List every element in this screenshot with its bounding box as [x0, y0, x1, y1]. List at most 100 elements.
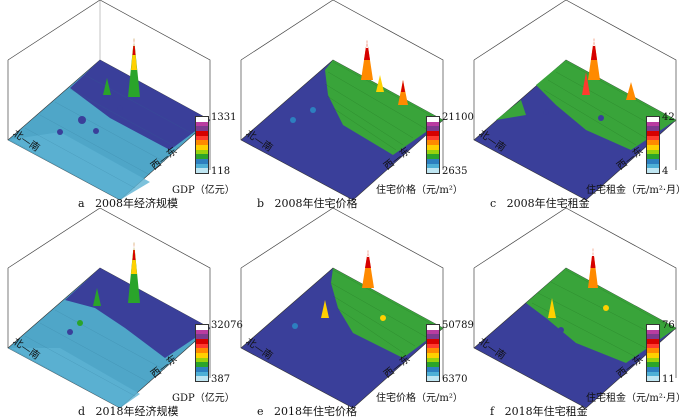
panel-b: 北—南 西—东 21100 2635 住宅价格（元/m²） b 2008年住宅价…	[233, 0, 474, 210]
colorbar-segment	[196, 329, 208, 335]
colorbar	[195, 324, 209, 382]
colorbar-segment	[196, 130, 208, 136]
colorbar-unit: 住宅租金（元/m²·月）	[586, 185, 687, 196]
colorbar-min: 118	[211, 166, 231, 177]
colorbar-segment	[427, 140, 439, 145]
colorbar-segment	[647, 338, 659, 344]
colorbar-segment	[196, 343, 208, 349]
panel-caption: b 2008年住宅价格	[257, 197, 358, 210]
colorbar-segment	[196, 357, 208, 363]
colorbar-segment	[647, 376, 659, 381]
colorbar-segment	[647, 168, 659, 173]
panel-caption: a 2008年经济规模	[78, 197, 179, 210]
colorbar-segment	[196, 366, 208, 372]
colorbar-segment	[427, 121, 439, 127]
colorbar-segment	[427, 329, 439, 335]
surface-plot	[240, 208, 444, 409]
colorbar-segment	[196, 338, 208, 344]
colorbar-segment	[196, 140, 208, 145]
colorbar-min: 4	[662, 166, 669, 177]
colorbar	[426, 324, 440, 382]
colorbar-segment	[647, 329, 659, 335]
colorbar-segment	[647, 117, 659, 122]
colorbar-segment	[196, 126, 208, 131]
colorbar-segment	[647, 352, 659, 358]
colorbar-unit: 住宅价格（元/m²）	[376, 393, 463, 404]
surface-plot	[7, 208, 211, 409]
colorbar-segment	[647, 144, 659, 150]
colorbar-min: 2635	[442, 166, 468, 177]
colorbar-unit: 住宅租金（元/m²·月）	[586, 393, 687, 404]
colorbar-max: 76	[662, 320, 675, 331]
surface-plot	[240, 0, 444, 201]
colorbar-segment	[647, 149, 659, 155]
colorbar-max: 50789	[442, 320, 474, 331]
colorbar-segment	[427, 117, 439, 122]
colorbar-segment	[427, 154, 439, 159]
colorbar-segment	[196, 158, 208, 164]
colorbar-segment	[647, 140, 659, 145]
colorbar-segment	[427, 130, 439, 136]
panel-c: 北—南 西—东 42 4 住宅租金（元/m²·月） c 2008年住宅租金	[466, 0, 699, 210]
colorbar-segment	[196, 154, 208, 159]
surface-plot	[7, 0, 211, 201]
colorbar-segment	[647, 362, 659, 367]
colorbar-segment	[647, 121, 659, 127]
colorbar-segment	[647, 357, 659, 363]
colorbar-segment	[196, 376, 208, 381]
colorbar	[195, 116, 209, 174]
colorbar-segment	[427, 371, 439, 377]
colorbar	[426, 116, 440, 174]
panel-f: 北—南 西—东 76 11 住宅租金（元/m²·月） f 2018年住宅租金	[466, 208, 699, 418]
colorbar-segment	[427, 357, 439, 363]
colorbar-segment	[196, 121, 208, 127]
colorbar-max: 21100	[442, 112, 474, 123]
colorbar-min: 11	[662, 374, 675, 385]
panel-d: 北—南 西—东 32076 387 GDP（亿元） d 2018年经济规模	[0, 208, 243, 418]
colorbar-segment	[196, 352, 208, 358]
colorbar-segment	[647, 325, 659, 330]
colorbar-segment	[427, 352, 439, 358]
colorbar-segment	[427, 163, 439, 169]
panel-caption: f 2018年住宅租金	[490, 405, 588, 418]
panel-caption: d 2018年经济规模	[78, 405, 179, 418]
colorbar-min: 387	[211, 374, 231, 385]
colorbar-segment	[427, 144, 439, 150]
panel-a: 北—南 西—东 1331 118 GDP（亿元） a 2008年经济规模	[0, 0, 236, 210]
colorbar-segment	[427, 168, 439, 173]
colorbar-segment	[196, 325, 208, 330]
colorbar-segment	[427, 325, 439, 330]
colorbar-segment	[427, 126, 439, 131]
colorbar-segment	[427, 366, 439, 372]
colorbar-segment	[647, 348, 659, 353]
colorbar-segment	[647, 366, 659, 372]
colorbar-segment	[427, 376, 439, 381]
colorbar-segment	[427, 362, 439, 367]
colorbar-segment	[196, 371, 208, 377]
colorbar-min: 6370	[442, 374, 468, 385]
panel-caption: e 2018年住宅价格	[257, 405, 358, 418]
colorbar-segment	[647, 135, 659, 141]
colorbar-segment	[196, 334, 208, 339]
surface-plot	[473, 0, 677, 201]
colorbar-segment	[196, 135, 208, 141]
colorbar-segment	[196, 348, 208, 353]
colorbar-unit: GDP（亿元）	[172, 185, 235, 196]
colorbar-segment	[427, 338, 439, 344]
colorbar-segment	[427, 135, 439, 141]
colorbar-segment	[427, 348, 439, 353]
colorbar-segment	[196, 362, 208, 367]
colorbar-segment	[427, 334, 439, 339]
colorbar-segment	[647, 371, 659, 377]
colorbar-segment	[427, 158, 439, 164]
colorbar-segment	[647, 154, 659, 159]
colorbar	[646, 324, 660, 382]
colorbar-unit: 住宅价格（元/m²）	[376, 185, 463, 196]
panel-e: 北—南 西—东 50789 6370 住宅价格（元/m²） e 2018年住宅价…	[233, 208, 474, 418]
colorbar-segment	[427, 149, 439, 155]
colorbar-segment	[196, 117, 208, 122]
colorbar-segment	[647, 343, 659, 349]
colorbar	[646, 116, 660, 174]
colorbar-max: 42	[662, 112, 675, 123]
surface-plot	[473, 208, 677, 409]
